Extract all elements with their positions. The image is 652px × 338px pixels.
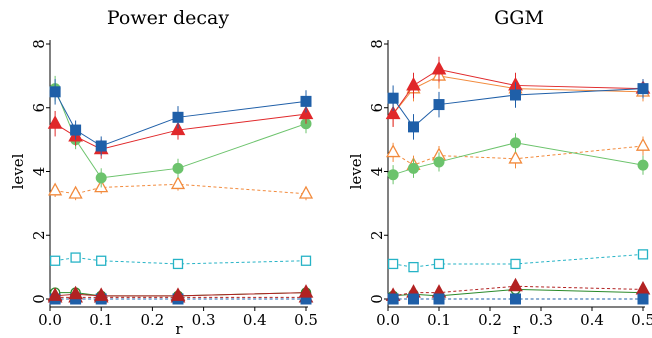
y-tick-label: 6: [30, 103, 48, 113]
data-point: [387, 293, 399, 305]
x-tick-label: 0.2: [478, 311, 502, 329]
series-1: [49, 252, 312, 270]
data-point: [95, 172, 107, 184]
data-point: [300, 95, 312, 107]
y-tick-label: 6: [368, 103, 386, 113]
data-point: [408, 121, 419, 133]
data-point: [298, 105, 314, 120]
y-tick-label: 2: [30, 230, 48, 240]
y-axis-label: level: [347, 153, 365, 189]
y-tick-label: 2: [368, 230, 386, 240]
data-point: [433, 156, 445, 168]
x-tick-label: 0.5: [631, 311, 652, 329]
data-point: [70, 124, 82, 136]
data-point: [637, 83, 649, 95]
data-point: [172, 162, 184, 174]
data-point: [48, 182, 63, 196]
y-tick-label: 4: [30, 167, 48, 177]
data-point: [433, 258, 445, 270]
x-tick-label: 0.4: [580, 311, 604, 329]
data-point: [387, 258, 399, 270]
x-tick-label: 0.3: [529, 311, 553, 329]
data-point: [47, 287, 63, 301]
x-axis-label: r: [513, 320, 521, 338]
x-axis-label: r: [175, 320, 183, 338]
data-point: [635, 137, 651, 151]
y-tick-label: 0: [30, 294, 48, 304]
data-point: [387, 169, 399, 181]
x-tick-label: 0.2: [140, 311, 164, 329]
data-point: [408, 293, 419, 305]
data-point: [170, 176, 186, 190]
x-tick-label: 0.4: [243, 311, 267, 329]
data-point: [68, 285, 83, 300]
series-2: [48, 176, 314, 201]
x-tick-label: 0.0: [38, 311, 62, 329]
data-point: [172, 111, 184, 123]
panel-title: Power decay: [107, 7, 229, 29]
series-line: [55, 183, 307, 195]
series-5: [387, 293, 649, 305]
y-axis-label: level: [9, 153, 27, 189]
data-point: [433, 293, 445, 305]
data-point: [431, 61, 447, 75]
series-6: [47, 284, 314, 301]
data-point: [49, 255, 61, 266]
y-tick-label: 8: [368, 39, 386, 49]
x-tick-label: 0.3: [192, 311, 216, 329]
data-point: [47, 115, 63, 129]
data-point: [95, 140, 107, 152]
data-point: [386, 144, 401, 158]
data-point: [510, 258, 521, 270]
data-point: [510, 293, 521, 305]
data-point: [508, 150, 523, 164]
data-point: [635, 280, 651, 295]
data-point: [510, 137, 521, 149]
panel-1: Power decay 0 2 4 6 8 0.0 0.1 0.2 0.3 0.4 0.5 r level: [9, 7, 318, 338]
data-point: [93, 287, 109, 301]
series-1: [387, 249, 649, 273]
data-point: [170, 287, 186, 301]
series-9: [387, 79, 649, 140]
data-point: [170, 121, 186, 136]
data-point: [300, 255, 312, 266]
data-point: [96, 255, 107, 266]
data-point: [49, 86, 61, 98]
data-point: [387, 92, 399, 104]
x-tick-label: 0.5: [294, 311, 318, 329]
data-point: [637, 293, 649, 305]
series-7: [49, 75, 312, 188]
x-tick-label: 0.0: [376, 311, 400, 329]
data-point: [510, 89, 521, 101]
x-tick-label: 0.1: [89, 311, 113, 329]
panel-title: GGM: [494, 7, 544, 29]
data-point: [298, 284, 314, 298]
y-tick-label: 0: [368, 294, 386, 304]
data-point: [406, 76, 421, 91]
series-7: [387, 133, 649, 185]
x-tick-label: 0.1: [427, 311, 451, 329]
data-point: [68, 185, 83, 199]
data-point: [408, 261, 419, 273]
data-point: [637, 159, 649, 171]
panel-2: GGM 0 2 4 6 8 0.0 0.1 0.2 0.3 0.4 0.5 r level: [347, 7, 652, 338]
data-point: [508, 277, 523, 292]
data-point: [172, 258, 184, 270]
data-point: [408, 162, 419, 174]
y-tick-label: 8: [30, 39, 48, 49]
series-9: [49, 79, 312, 156]
data-point: [70, 252, 81, 263]
data-point: [433, 99, 445, 111]
data-point: [385, 105, 401, 120]
data-point: [298, 185, 314, 199]
data-point: [637, 249, 649, 260]
y-tick-label: 4: [368, 167, 386, 177]
